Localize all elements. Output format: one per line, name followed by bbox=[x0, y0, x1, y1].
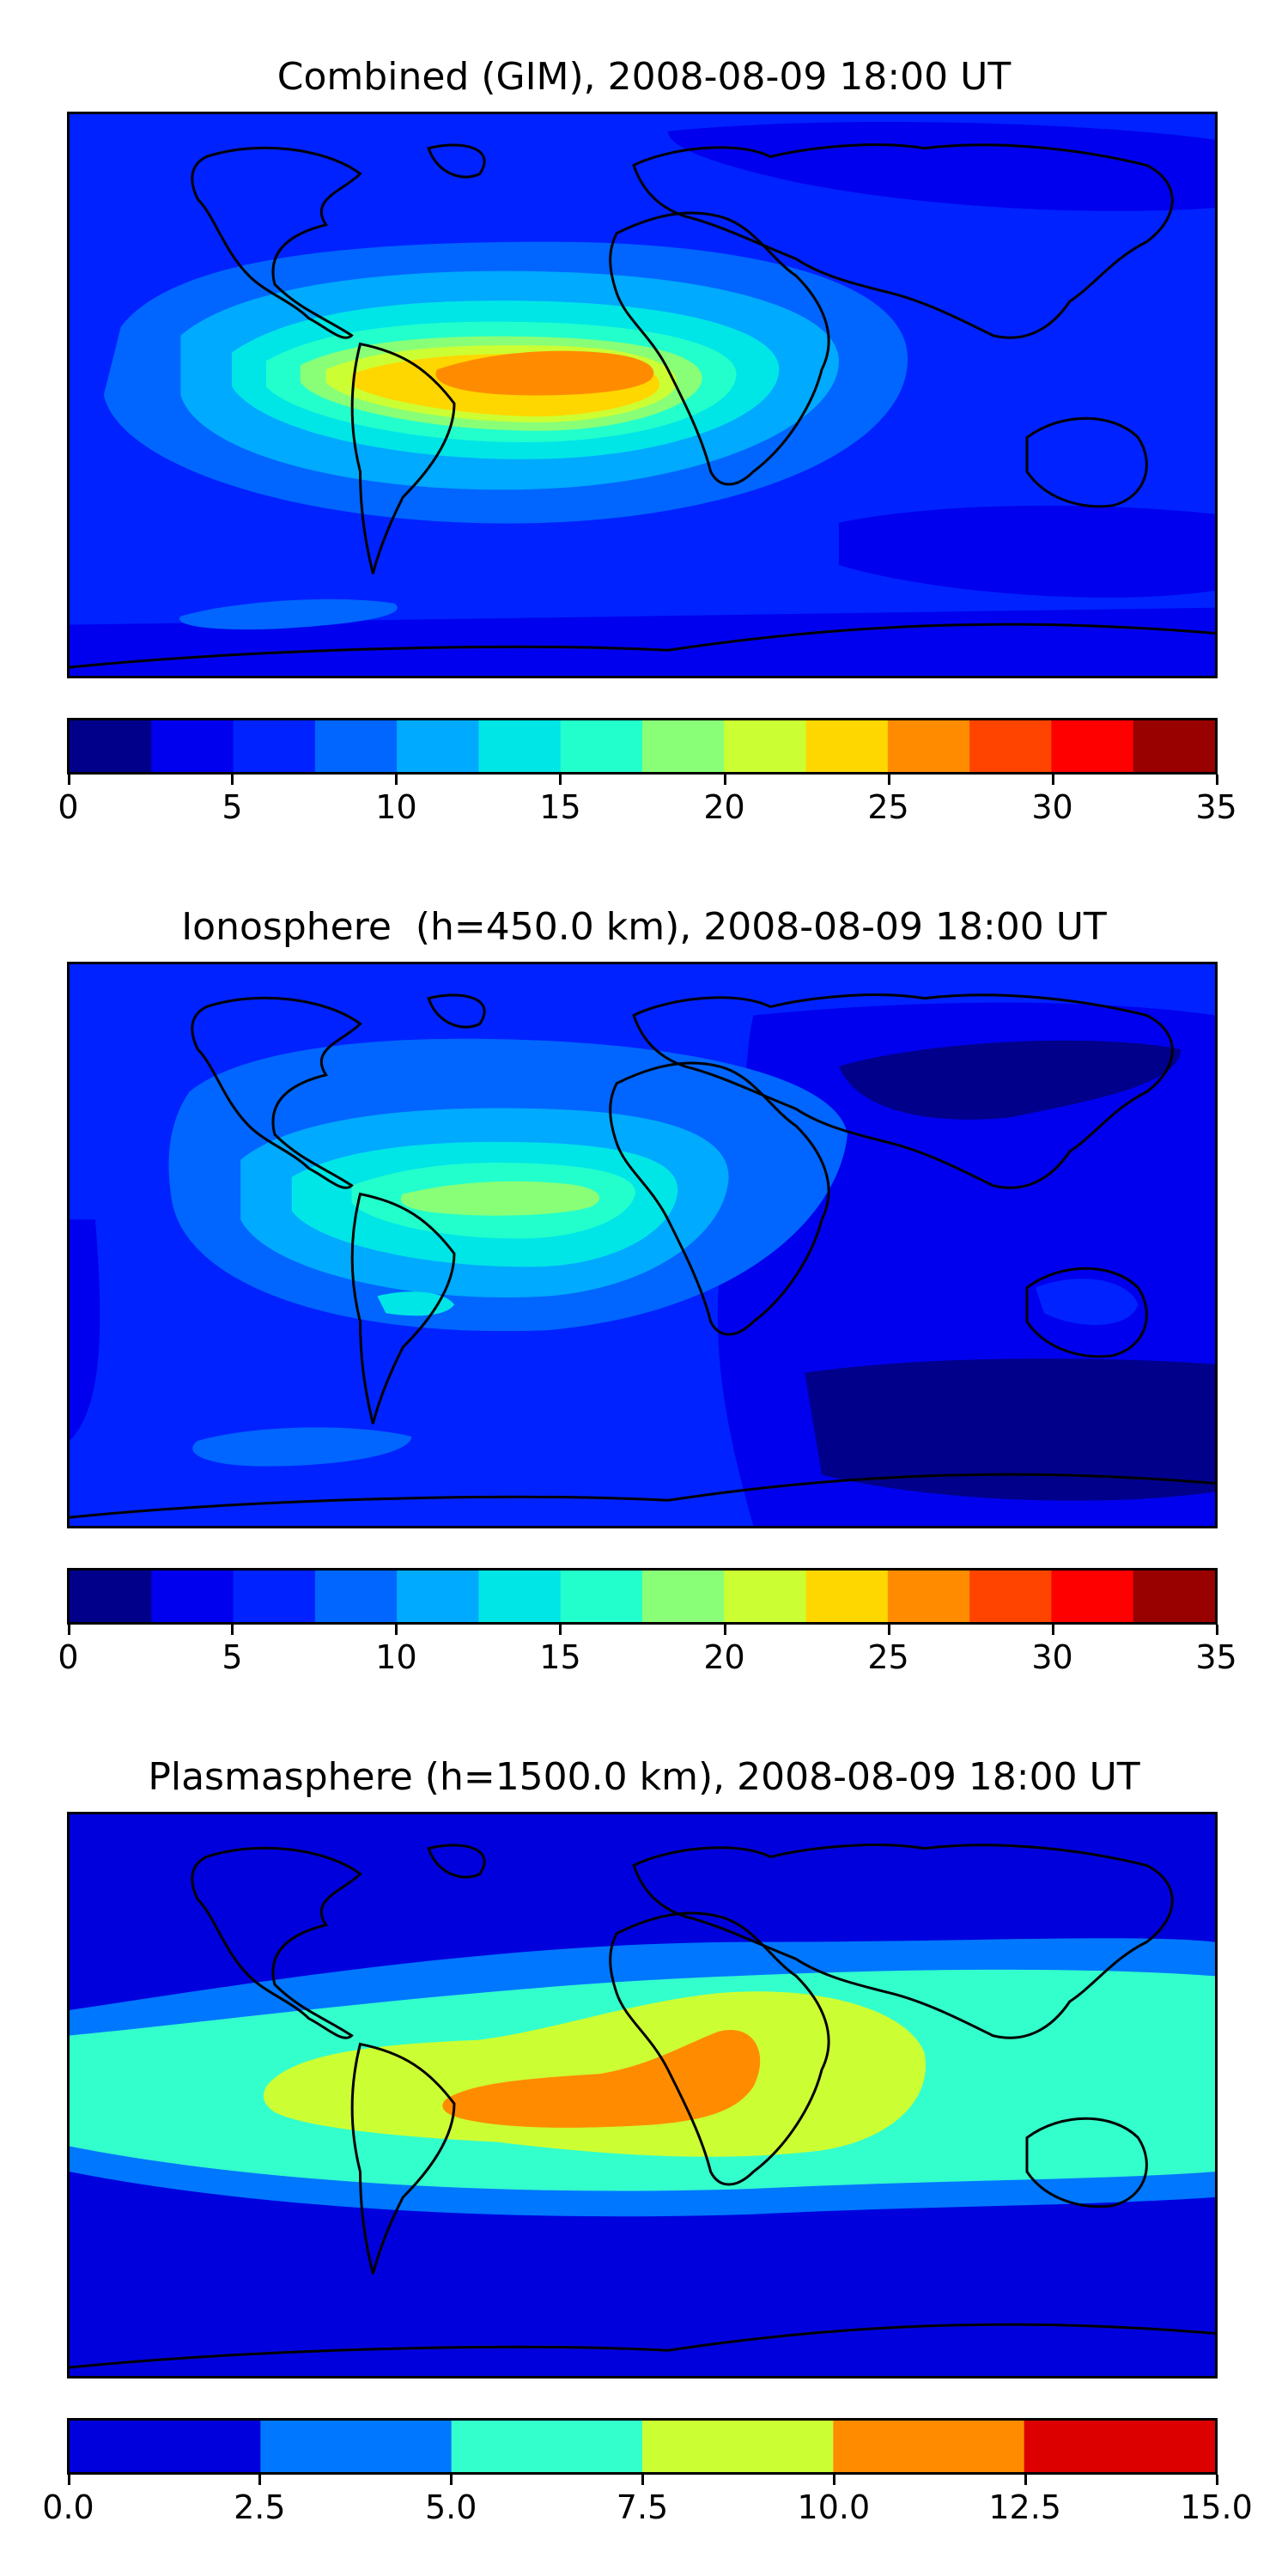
colorbar-swatch bbox=[233, 1571, 316, 1622]
colorbar-ticks-combined: 0 5 10 15 20 25 30 35 bbox=[58, 775, 1237, 826]
colorbar-swatch bbox=[151, 720, 234, 772]
map-ionosphere bbox=[67, 962, 1218, 1528]
colorbar-swatch bbox=[151, 1571, 234, 1622]
colorbar-tick bbox=[450, 2475, 453, 2485]
colorbar-swatch bbox=[833, 2421, 1025, 2472]
colorbar-tick bbox=[67, 775, 70, 785]
colorbar-tick-label: 20 bbox=[703, 788, 745, 826]
colorbar-tick-label: 15.0 bbox=[1180, 2488, 1253, 2526]
colorbar-swatch bbox=[1051, 720, 1134, 772]
colorbar-tick bbox=[641, 2475, 644, 2485]
colorbar-tick-label: 25 bbox=[867, 788, 909, 826]
colorbar-swatch bbox=[642, 2421, 834, 2472]
colorbar-tick-label: 35 bbox=[1195, 1638, 1237, 1676]
colorbar-swatch bbox=[724, 1571, 807, 1622]
colorbar-tick-label: 10.0 bbox=[797, 2488, 871, 2526]
colorbar-swatch bbox=[642, 1571, 725, 1622]
colorbar-swatch bbox=[397, 1571, 480, 1622]
colorbar-tick bbox=[723, 775, 726, 785]
colorbar-tick-label: 15 bbox=[539, 1638, 581, 1676]
colorbar-swatch bbox=[260, 2421, 453, 2472]
colorbar-swatch bbox=[969, 720, 1053, 772]
colorbar-tick-label: 15 bbox=[539, 788, 581, 826]
colorbar-swatch bbox=[1024, 2421, 1215, 2472]
colorbar-swatch bbox=[1133, 1571, 1215, 1622]
colorbar-tick-label: 12.5 bbox=[988, 2488, 1061, 2526]
colorbar-plasmasphere bbox=[67, 2418, 1218, 2475]
colorbar-swatch bbox=[314, 1571, 398, 1622]
colorbar-swatch bbox=[70, 720, 152, 772]
colorbar-tick bbox=[1215, 775, 1218, 785]
colorbar-swatch bbox=[642, 720, 725, 772]
colorbar-ionosphere bbox=[67, 1568, 1218, 1625]
colorbar-swatch bbox=[560, 720, 643, 772]
colorbar-swatch bbox=[70, 2421, 261, 2472]
colorbar-swatch bbox=[70, 1571, 152, 1622]
panel-title-ionosphere: Ionosphere (h=450.0 km), 2008-08-09 18:0… bbox=[181, 905, 1107, 949]
colorbar-swatch bbox=[451, 2421, 643, 2472]
colorbar-tick bbox=[559, 775, 562, 785]
colorbar-tick bbox=[887, 1625, 890, 1635]
colorbar-tick bbox=[887, 775, 890, 785]
map-plasmasphere bbox=[67, 1812, 1218, 2379]
colorbar-tick-label: 5 bbox=[222, 1638, 243, 1676]
colorbar-tick-label: 35 bbox=[1195, 788, 1237, 826]
colorbar-tick-label: 0.0 bbox=[42, 2488, 94, 2526]
colorbar-tick bbox=[1051, 1625, 1054, 1635]
colorbar-tick bbox=[67, 2475, 70, 2485]
colorbar-tick-label: 0 bbox=[58, 788, 79, 826]
colorbar-swatch bbox=[233, 720, 316, 772]
colorbar-tick bbox=[67, 1625, 70, 1635]
colorbar-tick-label: 10 bbox=[375, 1638, 417, 1676]
colorbar-tick-label: 2.5 bbox=[234, 2488, 286, 2526]
colorbar-swatch bbox=[724, 720, 807, 772]
colorbar-tick bbox=[1215, 1625, 1218, 1635]
colorbar-tick-label: 0 bbox=[58, 1638, 79, 1676]
colorbar-tick bbox=[231, 1625, 234, 1635]
colorbar-tick-label: 30 bbox=[1031, 1638, 1073, 1676]
colorbar-tick bbox=[1024, 2475, 1027, 2485]
colorbar-swatch bbox=[805, 720, 889, 772]
colorbar-tick-label: 5 bbox=[222, 788, 243, 826]
colorbar-swatch bbox=[1051, 1571, 1134, 1622]
colorbar-swatch bbox=[560, 1571, 643, 1622]
panel-title-combined: Combined (GIM), 2008-08-09 18:00 UT bbox=[276, 55, 1012, 99]
colorbar-tick-label: 5.0 bbox=[424, 2488, 477, 2526]
colorbar-tick bbox=[1051, 775, 1054, 785]
colorbar-tick bbox=[559, 1625, 562, 1635]
colorbar-tick-label: 10 bbox=[375, 788, 417, 826]
colorbar-swatch bbox=[887, 720, 970, 772]
colorbar-tick bbox=[258, 2475, 262, 2485]
colorbar-tick bbox=[395, 775, 398, 785]
colorbar-swatch bbox=[969, 1571, 1053, 1622]
colorbar-tick bbox=[723, 1625, 726, 1635]
colorbar-tick-label: 20 bbox=[703, 1638, 745, 1676]
colorbar-swatch bbox=[314, 720, 398, 772]
colorbar-swatch bbox=[805, 1571, 889, 1622]
colorbar-tick bbox=[231, 775, 234, 785]
colorbar-tick bbox=[832, 2475, 835, 2485]
colorbar-ticks-ionosphere: 0 5 10 15 20 25 30 35 bbox=[58, 1625, 1237, 1676]
colorbar-tick bbox=[1215, 2475, 1218, 2485]
colorbar-tick-label: 30 bbox=[1031, 788, 1073, 826]
colorbar-tick-label: 25 bbox=[867, 1638, 909, 1676]
colorbar-swatch bbox=[478, 1571, 562, 1622]
map-combined bbox=[67, 112, 1218, 678]
panel-title-plasmasphere: Plasmasphere (h=1500.0 km), 2008-08-09 1… bbox=[148, 1755, 1140, 1799]
colorbar-tick-label: 7.5 bbox=[616, 2488, 669, 2526]
colorbar-tick bbox=[395, 1625, 398, 1635]
colorbar-swatch bbox=[397, 720, 480, 772]
colorbar-combined bbox=[67, 718, 1218, 775]
colorbar-ticks-plasmasphere: 0.0 2.5 5.0 7.5 10.0 12.5 15.0 bbox=[42, 2475, 1253, 2526]
colorbar-swatch bbox=[887, 1571, 970, 1622]
colorbar-swatch bbox=[478, 720, 562, 772]
colorbar-swatch bbox=[1133, 720, 1215, 772]
